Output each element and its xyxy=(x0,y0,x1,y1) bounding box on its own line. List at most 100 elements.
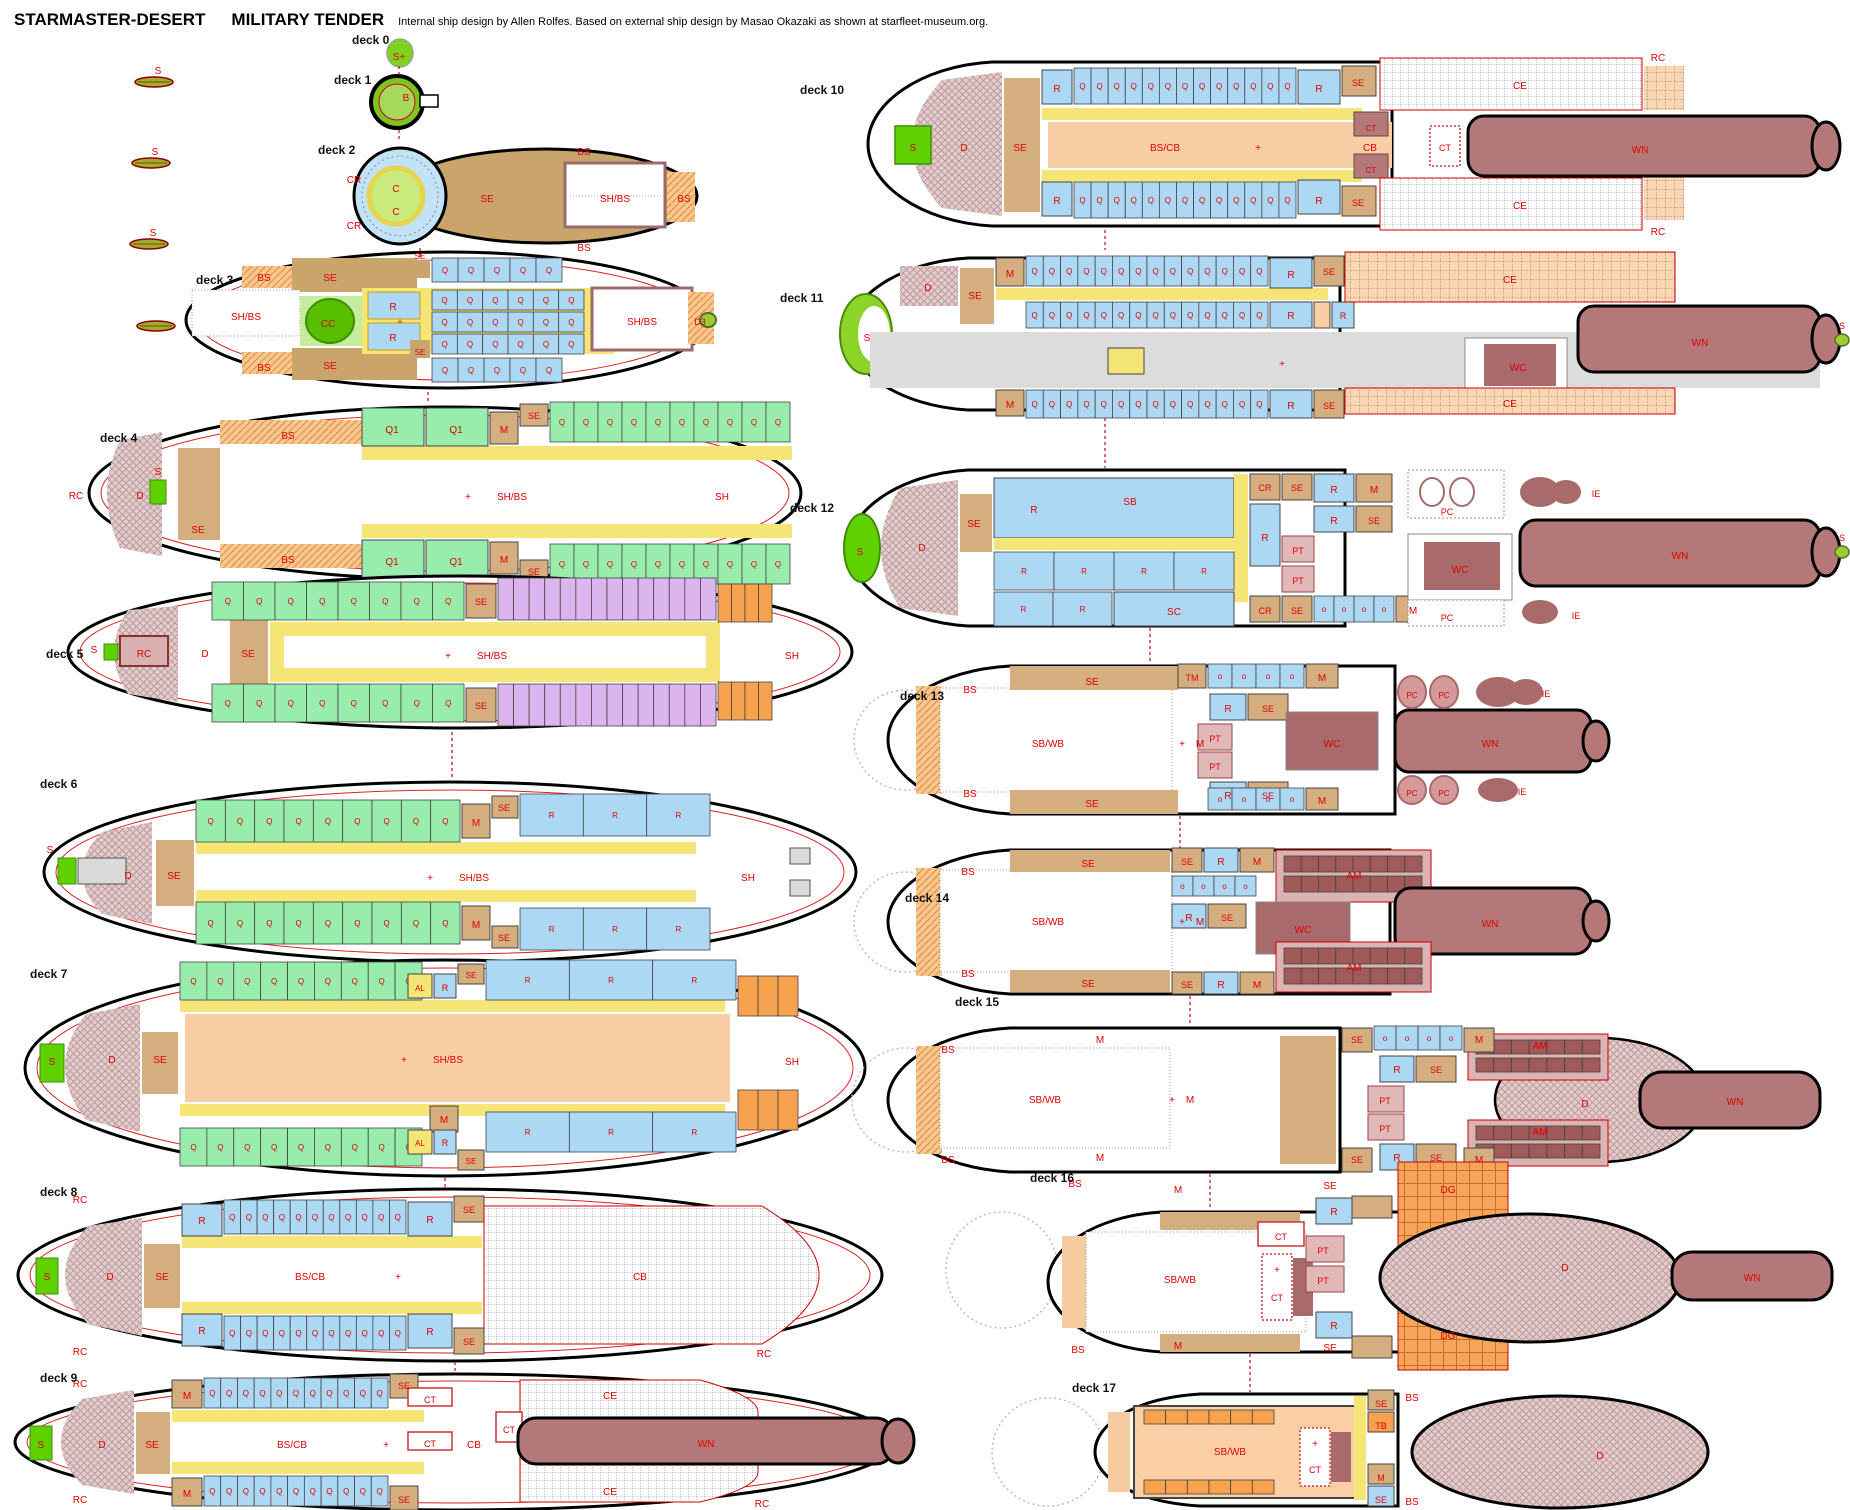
cabin-cell-label: Q xyxy=(1204,267,1210,276)
cabin-cell xyxy=(1511,1039,1530,1055)
compartment-label: SH/BS xyxy=(627,317,657,328)
compartment-shape xyxy=(1269,389,1313,419)
cabin-cell-label: Q xyxy=(1199,196,1205,205)
cabin-cell-label: Q xyxy=(1182,82,1188,91)
compartment-label: CT xyxy=(1439,143,1451,153)
cabin-cell-label: Q xyxy=(295,1329,301,1338)
compartment-label: M xyxy=(183,1489,191,1500)
cabin-cell-label: Q xyxy=(1148,196,1154,205)
compartment-label: D xyxy=(136,491,143,502)
cabin-cell-label: Q xyxy=(384,919,390,928)
deck-label: deck 15 xyxy=(955,995,999,1009)
cabin-cell xyxy=(591,683,608,727)
compartment-shape xyxy=(1355,505,1393,533)
compartment-label: WN xyxy=(1727,1097,1744,1108)
cabin-cell-label: Q xyxy=(442,919,448,928)
compartment-label: IE xyxy=(1518,787,1527,797)
compartment-label: SE xyxy=(155,1272,169,1283)
cabin-cell xyxy=(1283,875,1302,893)
compartment-shape xyxy=(292,258,417,292)
deck-label: deck 7 xyxy=(30,967,68,981)
compartment-label: Q1 xyxy=(385,557,399,568)
compartment-label: M xyxy=(1475,1035,1483,1046)
cabin-cell xyxy=(1283,855,1302,873)
compartment-label: BS xyxy=(963,789,977,800)
cabin-cell-label: o xyxy=(1218,672,1223,681)
compartment-shape xyxy=(1177,663,1207,689)
compartment-label: R xyxy=(1287,311,1294,322)
cabin-cell-label: o xyxy=(1290,795,1295,804)
cabin-cell-label: Q xyxy=(362,1329,368,1338)
compartment-label: PC xyxy=(1406,789,1417,798)
compartment-shape xyxy=(35,1257,59,1295)
compartment-shape xyxy=(457,1149,485,1171)
compartment-shape xyxy=(410,340,430,358)
cabin-cell xyxy=(622,577,639,621)
compartment-label: M xyxy=(1377,1473,1385,1483)
cabin-cell xyxy=(1230,1479,1253,1495)
compartment-label: CR xyxy=(1259,606,1272,616)
cabin-cell-label: R xyxy=(1141,567,1147,576)
cabin-cell-label: Q xyxy=(1096,196,1102,205)
cabin-cell-label: Q xyxy=(467,296,473,305)
compartment-label: R xyxy=(1217,980,1224,991)
cabin-cell xyxy=(340,1127,369,1167)
compartment-label: CE xyxy=(603,1487,617,1498)
compartment-label: + xyxy=(465,492,471,503)
cabin-cell-label: Q xyxy=(243,1487,249,1496)
deck-label: deck 17 xyxy=(1072,1381,1116,1395)
hull-outline xyxy=(483,1205,820,1345)
compartment-label: PT xyxy=(1317,1246,1329,1256)
cabin-cell-label: o xyxy=(1222,882,1227,891)
cabin-cell xyxy=(483,357,511,383)
deck-label: deck 14 xyxy=(905,891,949,905)
cabin-cell-label: Q xyxy=(343,1487,349,1496)
cabin-cell-label: Q xyxy=(442,340,448,349)
cabin-cell-label: Q xyxy=(1187,400,1193,409)
compartment-label: R xyxy=(389,302,396,313)
cabin-cell-label: Q xyxy=(262,1329,268,1338)
cabin-cell xyxy=(684,577,701,621)
compartment-label: R xyxy=(1217,857,1224,868)
cabin-cell xyxy=(1283,967,1302,985)
compartment-label: SE xyxy=(1352,198,1364,208)
compartment-label: TM xyxy=(1186,673,1199,683)
compartment-label: R xyxy=(198,1326,205,1337)
cabin-cell xyxy=(1404,855,1423,873)
compartment-label: SE xyxy=(1085,677,1099,688)
cabin-cell xyxy=(1283,947,1302,965)
cabin-cell-label: Q xyxy=(1222,267,1228,276)
cabin-cell xyxy=(1511,1143,1530,1159)
cabin-cell-label: o xyxy=(1405,1034,1410,1043)
cabin-cell-label: R xyxy=(612,925,618,934)
compartment-label: PT xyxy=(1317,1276,1329,1286)
compartment-label: S xyxy=(47,845,54,856)
compartment-label: M xyxy=(1196,739,1204,750)
compartment-label: BS/CB xyxy=(295,1272,325,1283)
cabin-cell xyxy=(549,401,575,443)
cabin-cell-label: Q xyxy=(1135,311,1141,320)
cabin-cell-label: Q xyxy=(1233,196,1239,205)
cabin-cell-label: Q xyxy=(1153,267,1159,276)
compartment-label: SE xyxy=(153,1055,167,1066)
compartment-label: CB xyxy=(1363,143,1377,154)
cabin-cell-label: Q xyxy=(298,977,304,986)
compartment-label: RC xyxy=(69,491,83,502)
cabin-cell xyxy=(1581,1039,1601,1055)
compartment-label: BS xyxy=(281,555,295,566)
cabin-cell xyxy=(1511,1125,1530,1141)
compartment-shape xyxy=(1463,1027,1495,1053)
compartment-shape xyxy=(960,268,994,324)
compartment-shape xyxy=(407,1129,433,1155)
cabin-cell-label: Q xyxy=(217,1143,223,1152)
compartment-shape xyxy=(433,973,457,999)
compartment-label: M xyxy=(1186,1095,1194,1106)
cabin-cell-label: o xyxy=(1243,882,1248,891)
cabin-cell-label: Q xyxy=(1284,196,1290,205)
escort-ship-label: S xyxy=(152,147,159,158)
cabin-cell-label: Q xyxy=(727,418,733,427)
cabin-cell-label: R xyxy=(608,976,614,985)
compartment-shape xyxy=(1354,1396,1366,1500)
escort-ship-icon: S xyxy=(134,66,174,88)
